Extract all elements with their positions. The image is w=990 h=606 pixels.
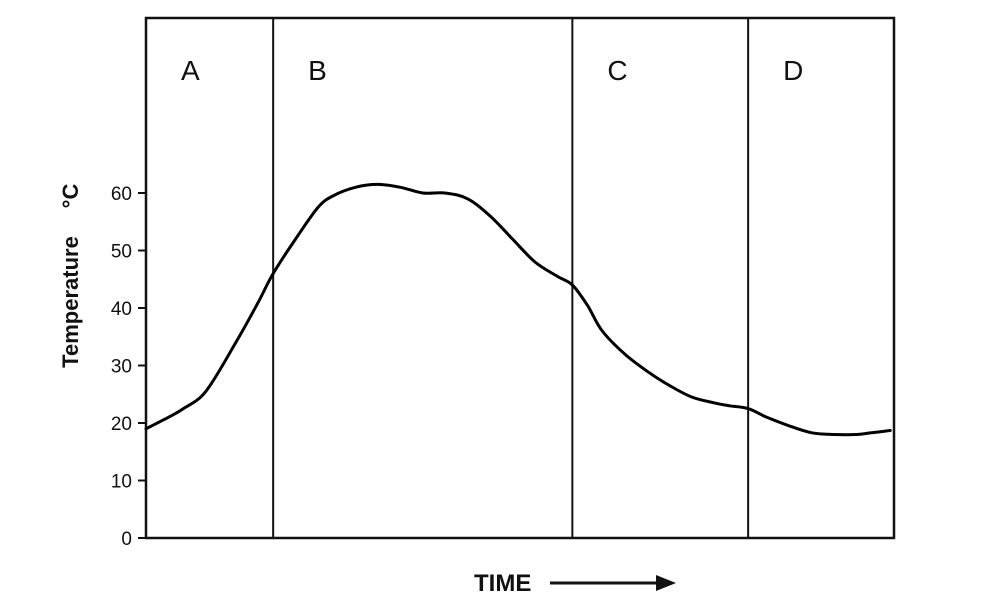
y-tick-label: 0 bbox=[121, 529, 132, 550]
y-tick-label: 60 bbox=[111, 184, 132, 205]
y-tick-label: 10 bbox=[111, 472, 132, 493]
plot-frame bbox=[144, 16, 896, 540]
y-tick-label: 50 bbox=[111, 242, 132, 263]
region-label-b: B bbox=[308, 55, 327, 86]
temperature-series-line bbox=[144, 182, 892, 437]
y-tick-label: 30 bbox=[111, 357, 132, 378]
right-arrow-icon bbox=[550, 575, 676, 591]
region-label-d: D bbox=[783, 55, 803, 86]
y-axis-unit: °C bbox=[58, 184, 83, 209]
region-label-c: C bbox=[607, 55, 627, 86]
region-label-a: A bbox=[181, 55, 200, 86]
y-tick-label: 20 bbox=[111, 414, 132, 435]
x-axis-label: TIME bbox=[474, 570, 531, 597]
y-axis-label: Temperature bbox=[58, 236, 83, 368]
y-tick-label: 40 bbox=[111, 299, 132, 320]
